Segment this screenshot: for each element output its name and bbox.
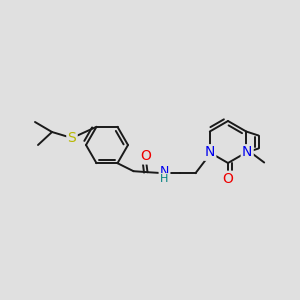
Text: N: N (205, 146, 215, 160)
Text: N: N (160, 165, 169, 178)
Text: N: N (242, 146, 252, 160)
Text: S: S (68, 131, 76, 145)
Text: O: O (223, 172, 233, 186)
Text: H: H (160, 174, 169, 184)
Text: O: O (140, 149, 151, 163)
